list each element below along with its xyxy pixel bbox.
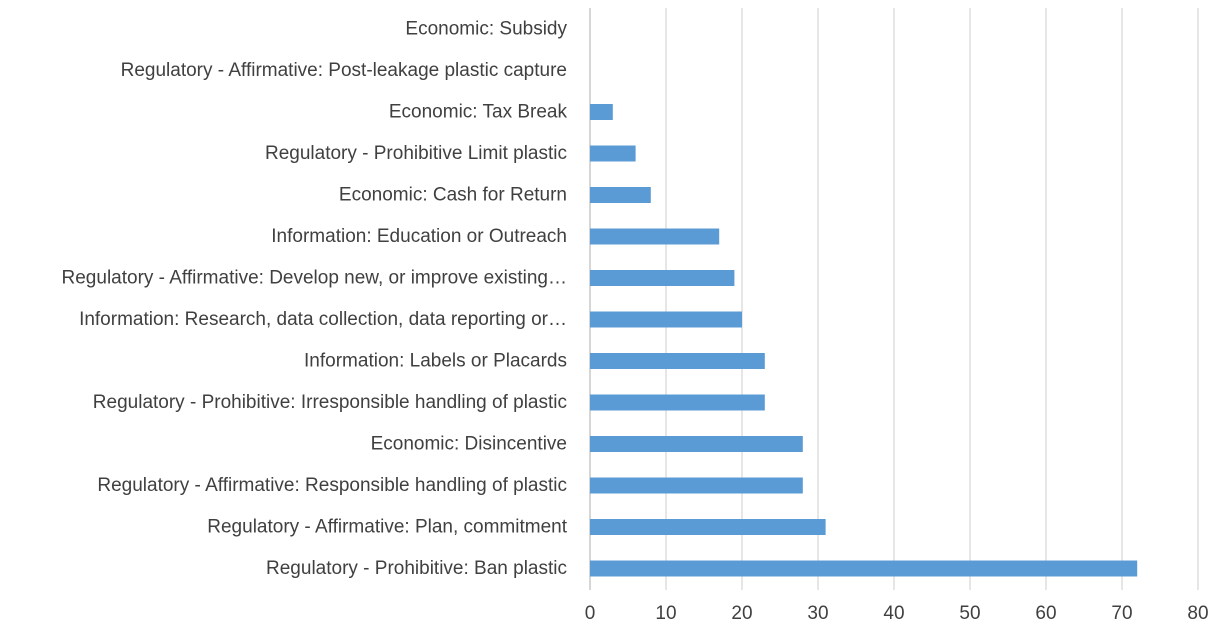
x-tick-label: 80 [1187,603,1208,624]
x-tick-labels: 0 10 20 30 40 50 60 70 80 [585,603,1209,624]
x-tick-label: 20 [731,603,752,624]
category-label: Regulatory - Affirmative: Develop new, o… [62,268,567,289]
category-label: Economic: Cash for Return [339,185,567,206]
x-tick-label: 50 [959,603,980,624]
category-label: Regulatory - Affirmative: Plan, commitme… [207,517,567,538]
bar [590,187,651,203]
x-tick-label: 70 [1111,603,1132,624]
x-tick-label: 0 [585,603,596,624]
category-label: Information: Research, data collection, … [79,309,567,330]
bar [590,228,720,245]
bar [590,311,742,328]
bar [590,519,826,535]
bar-layer [590,104,1138,577]
bar [590,436,803,452]
category-label: Information: Labels or Placards [304,351,567,372]
grid-layer [589,8,1199,590]
category-label: Economic: Disincentive [371,434,567,455]
bar [590,104,613,120]
category-label: Regulatory - Prohibitive: Ban plastic [266,558,567,579]
category-labels: Economic: Subsidy Regulatory - Affirmativ… [62,19,568,580]
bar [590,145,636,162]
bar [590,353,765,369]
category-label: Regulatory - Affirmative: Responsible ha… [97,475,567,496]
category-label: Information: Education or Outreach [271,226,567,247]
x-tick-label: 40 [883,603,904,624]
x-tick-label: 30 [807,603,828,624]
category-label: Regulatory - Affirmative: Post-leakage p… [121,60,567,81]
category-label: Economic: Subsidy [405,19,567,40]
category-label: Regulatory - Prohibitive: Irresponsible … [93,392,567,413]
bar [590,270,735,286]
bar [590,477,803,494]
category-label: Economic: Tax Break [389,102,568,123]
bar [590,560,1138,577]
bar [590,394,765,411]
x-tick-label: 60 [1035,603,1056,624]
category-label: Regulatory - Prohibitive Limit plastic [265,143,567,164]
x-tick-label: 10 [655,603,676,624]
